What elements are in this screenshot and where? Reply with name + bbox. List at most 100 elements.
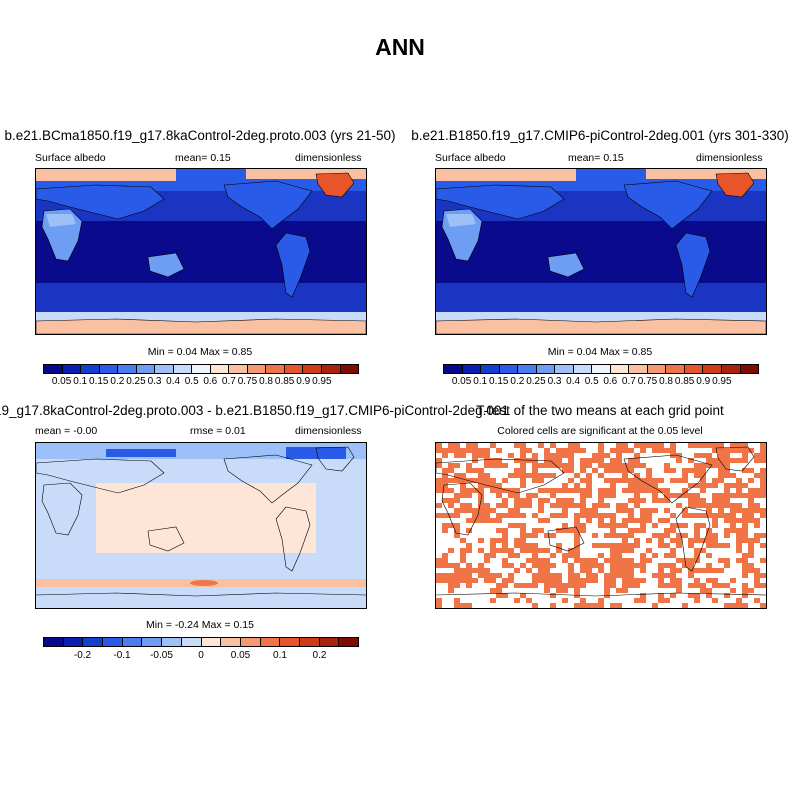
significant-cell (706, 588, 712, 593)
significant-cell (724, 583, 730, 588)
significant-cell (694, 538, 700, 543)
significant-cell (478, 548, 484, 553)
significant-cell (514, 568, 520, 573)
panel2-colorbar (443, 364, 759, 374)
significant-cell (706, 553, 712, 558)
significant-cell (646, 518, 652, 523)
significant-cell (670, 568, 676, 573)
significant-cell (562, 598, 568, 603)
significant-cell (670, 513, 676, 518)
significant-cell (514, 508, 520, 513)
significant-cell (598, 503, 604, 508)
significant-cell (658, 593, 664, 598)
significant-cell (676, 588, 682, 593)
significant-cell (622, 508, 628, 513)
significant-cell (754, 453, 760, 458)
significant-cell (748, 488, 754, 493)
significant-cell (478, 518, 484, 523)
significant-cell (730, 473, 736, 478)
significant-cell (706, 443, 712, 448)
significant-cell (610, 468, 616, 473)
significant-cell (622, 543, 628, 548)
significant-cell (730, 528, 736, 533)
arctic-ice-west (436, 169, 576, 181)
significant-cell (616, 468, 622, 473)
significant-cell (634, 473, 640, 478)
significant-cell (472, 578, 478, 583)
significant-cell (640, 518, 646, 523)
significant-cell (730, 458, 736, 463)
colorbar-swatch (201, 638, 222, 646)
significant-cell (556, 543, 562, 548)
significant-cell (676, 583, 682, 588)
significant-cell (664, 533, 670, 538)
colorbar-swatch (666, 365, 685, 373)
significant-cell (670, 563, 676, 568)
colorbar-tick-label: 0.6 (603, 376, 618, 387)
significant-cell (610, 558, 616, 563)
significant-cell (712, 483, 718, 488)
significant-cell (550, 553, 556, 558)
significant-cell (454, 478, 460, 483)
significant-cell (610, 548, 616, 553)
significant-cell (700, 483, 706, 488)
panel3-units: dimensionless (295, 425, 362, 437)
significant-cell (556, 463, 562, 468)
significant-cell (586, 518, 592, 523)
significant-cell (574, 443, 580, 448)
significant-cell (742, 468, 748, 473)
significant-cell (640, 483, 646, 488)
significant-cell (724, 518, 730, 523)
colorbar-swatch (155, 365, 174, 373)
significant-cell (610, 458, 616, 463)
significant-cell (568, 478, 574, 483)
significant-cell (694, 493, 700, 498)
significant-cell (538, 528, 544, 533)
significant-cell (622, 548, 628, 553)
significant-cell (694, 593, 700, 598)
significant-cell (526, 548, 532, 553)
significant-cell (538, 563, 544, 568)
significant-cell (592, 578, 598, 583)
significant-cell (718, 498, 724, 503)
significant-cell (742, 593, 748, 598)
significant-cell (586, 603, 592, 608)
significant-cell (640, 513, 646, 518)
significant-cell (628, 533, 634, 538)
colorbar-swatch (573, 365, 593, 373)
significant-cell (436, 513, 442, 518)
significant-cell (448, 488, 454, 493)
significant-cell (478, 513, 484, 518)
significant-cell (664, 598, 670, 603)
significant-cell (724, 593, 730, 598)
significant-cell (478, 568, 484, 573)
significant-cell (610, 578, 616, 583)
significant-cell (532, 513, 538, 518)
significant-cell (610, 488, 616, 493)
panel4-ttest-map-svg (436, 443, 766, 608)
significant-cell (442, 483, 448, 488)
significant-cell (568, 548, 574, 553)
significant-cell (706, 568, 712, 573)
significant-cell (742, 573, 748, 578)
significant-cell (580, 583, 586, 588)
significant-cell (622, 443, 628, 448)
significant-cell (454, 533, 460, 538)
significant-cell (748, 588, 754, 593)
significant-cell (634, 503, 640, 508)
colorbar-swatch (462, 365, 482, 373)
significant-cell (598, 493, 604, 498)
significant-cell (538, 578, 544, 583)
significant-cell (628, 548, 634, 553)
africa-outline (41, 482, 83, 536)
colorbar-tick-label: 0.85 (274, 376, 295, 387)
significant-cell (526, 543, 532, 548)
significant-cell (730, 513, 736, 518)
significant-cell (532, 583, 538, 588)
significant-cell (634, 478, 640, 483)
significant-cell (628, 478, 634, 483)
significant-cell (562, 583, 568, 588)
significant-cell (514, 473, 520, 478)
significant-cell (574, 528, 580, 533)
significant-cell (712, 578, 718, 583)
